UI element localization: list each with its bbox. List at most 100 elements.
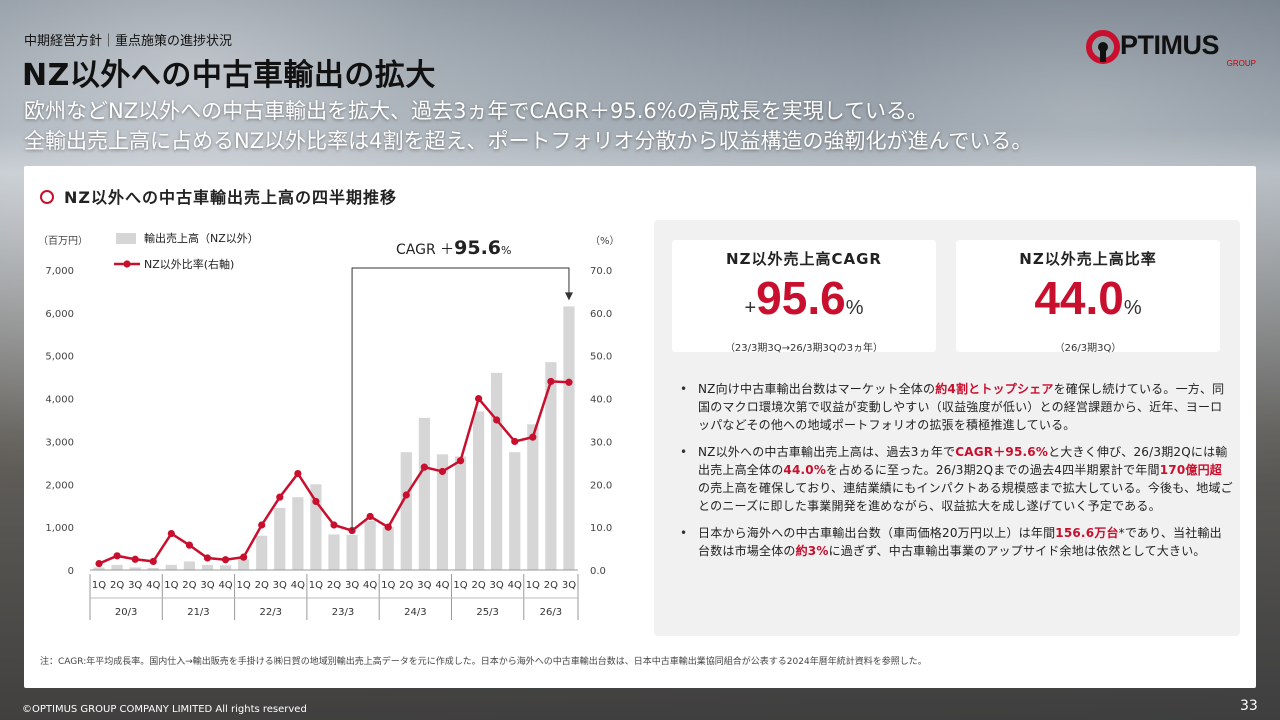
x-axis-tick: 2Q [399, 580, 413, 591]
kpi-value: 44.0% [956, 273, 1220, 333]
bullet-highlight: 170億円超 [1159, 463, 1222, 477]
bullet-item: 日本から海外への中古車輸出台数（車両価格20万円以上）は年間156.6万台*であ… [678, 524, 1234, 560]
bar [418, 417, 430, 570]
legend-bar-swatch [116, 233, 136, 244]
ratio-point [258, 521, 266, 529]
bar [165, 564, 177, 570]
ratio-point [474, 394, 483, 403]
x-axis-tick: 1Q [381, 580, 395, 591]
x-axis-tick: 4Q [508, 580, 522, 591]
ratio-point [438, 467, 447, 476]
bullet-text: 日本から海外への中古車輸出台数（車両価格20万円以上）は年間 [698, 526, 1056, 540]
x-axis-tick: 1Q [92, 580, 106, 591]
y-axis-right-tick: 70.0 [590, 266, 612, 277]
ratio-point [366, 512, 374, 521]
bar [93, 567, 105, 570]
x-axis-tick: 4Q [218, 580, 232, 591]
ratio-point [547, 377, 555, 386]
lead-text: 欧州などNZ以外への中古車輸出を拡大、過去3ヵ年でCAGR＋95.6%の高成長を… [24, 96, 1032, 156]
x-axis-year-label: 22/3 [260, 607, 282, 618]
logo-wordmark: PTIMUS [1120, 30, 1220, 60]
y-axis-left-tick: 0 [68, 566, 74, 577]
cagr-bracket [351, 267, 570, 531]
content-panel: NZ以外への中古車輸出売上高の四半期推移 （百万円） （%） 0 1,000 2,000… [24, 166, 1256, 688]
bar [256, 535, 268, 570]
ratio-point [529, 433, 537, 441]
x-axis-tick: 2Q [327, 580, 341, 591]
panel-heading: NZ以外への中古車輸出売上高の四半期推移 [40, 184, 397, 208]
y-axis-left-tick: 7,000 [45, 266, 74, 277]
company-logo: PTIMUS GROUP [1086, 28, 1258, 72]
x-axis-tick: 4Q [435, 580, 449, 591]
x-axis-tick: 3Q [128, 580, 142, 591]
x-axis-year-label: 21/3 [187, 607, 209, 618]
kpi-prefix: + [744, 297, 757, 319]
kpi-suffix: % [845, 297, 864, 319]
bar [472, 411, 485, 570]
bullet-highlight: 156.6万台 [1055, 526, 1119, 540]
x-axis-year-label: 23/3 [332, 607, 354, 618]
page-number: 33 [1240, 698, 1258, 714]
y-axis-left-tick: 2,000 [45, 480, 74, 491]
panel-heading-text: NZ以外への中古車輸出売上高の四半期推移 [64, 188, 397, 207]
bullet-text: NZ以外への中古車輸出売上高は、過去3ヵ年で [698, 445, 956, 459]
y-axis-right-tick: 0.0 [590, 566, 606, 577]
legend-line-label: NZ以外比率(右軸) [144, 257, 234, 271]
section-breadcrumb: 中期経営方針｜重点施策の進捗状況 [24, 34, 233, 49]
bar [563, 306, 575, 570]
x-axis-tick: 2Q [255, 580, 269, 591]
bar [400, 452, 412, 570]
bar [382, 527, 394, 570]
bullet-highlight: 約3% [795, 544, 829, 558]
bar [346, 534, 358, 570]
y-axis-left-tick: 1,000 [45, 523, 74, 534]
y-axis-right-tick: 30.0 [590, 437, 612, 448]
bar [238, 559, 250, 570]
bullet-text: と大きく伸び、26/3期2Qには輸出売上高全体の [698, 445, 1228, 477]
cagr-arrowhead [564, 292, 573, 301]
y-axis-right-tick: 20.0 [590, 480, 612, 491]
optimus-logo-icon [1086, 30, 1120, 64]
ratio-point [312, 497, 320, 506]
x-axis-tick: 1Q [164, 580, 178, 591]
bar [454, 456, 467, 570]
x-axis-tick: 4Q [291, 580, 305, 591]
y-axis-right-tick: 60.0 [590, 309, 612, 320]
bar [201, 564, 214, 570]
bar [183, 561, 196, 570]
bar [310, 484, 322, 570]
kpi-number: 95.6 [756, 272, 846, 324]
ratio-point [95, 559, 103, 568]
footnote: 注：CAGR:年平均成長率。国内仕入→輸出販売を手掛ける㈱日賀の地域別輸出売上高… [40, 657, 927, 667]
bullet-text: に過ぎず、中古車輸出事業のアップサイド余地は依然として大きい。 [828, 544, 1206, 558]
ratio-point [113, 552, 121, 560]
ratio-point [240, 553, 248, 561]
bullet-list: NZ向け中古車輸出台数はマーケット全体の約4割とトップシェアを確保し続けている。… [678, 380, 1234, 569]
x-axis-tick: 3Q [273, 580, 287, 591]
ratio-point [493, 416, 501, 424]
x-axis-year-label: 25/3 [476, 607, 498, 618]
cagr-annotation-value: 95.6 [454, 237, 501, 259]
bar [491, 372, 503, 570]
lead-line-2: 全輸出売上高に占めるNZ以外比率は4割を超え、ポートフォリオ分散から収益構造の強… [24, 129, 1033, 153]
bullet-text: *であり、当社輸出台数は市場全体の [698, 526, 1222, 558]
x-axis-tick: 4Q [146, 580, 160, 591]
x-axis-tick: 4Q [363, 580, 377, 591]
x-axis-tick: 3Q [490, 580, 504, 591]
ratio-point [167, 529, 175, 538]
y-axis-right-tick: 10.0 [590, 523, 612, 534]
x-axis-tick: 2Q [182, 580, 196, 591]
bar [545, 362, 557, 570]
page-title: NZ以外への中古車輸出の拡大 [22, 58, 436, 93]
ratio-point [185, 541, 194, 549]
bullet-text: の売上高を確保しており、連結業績にもインパクトある規模感まで拡大している。今後も… [698, 481, 1233, 513]
ratio-point [420, 463, 428, 471]
ratio-point [511, 437, 519, 446]
kpi-value: +95.6% [672, 273, 936, 333]
y-axis-left-unit: （百万円） [38, 235, 88, 247]
ratio-point [221, 556, 230, 564]
bullet-text: を占めるに至った。26/3期2Qまでの過去4四半期累計で年間 [826, 463, 1160, 477]
bullet-text: を確保し続けている。一方、同国のマクロ環境次第で収益が変動しやすい（収益強度が低… [698, 382, 1225, 432]
y-axis-left-tick: 5,000 [45, 352, 74, 363]
bar [527, 424, 539, 570]
